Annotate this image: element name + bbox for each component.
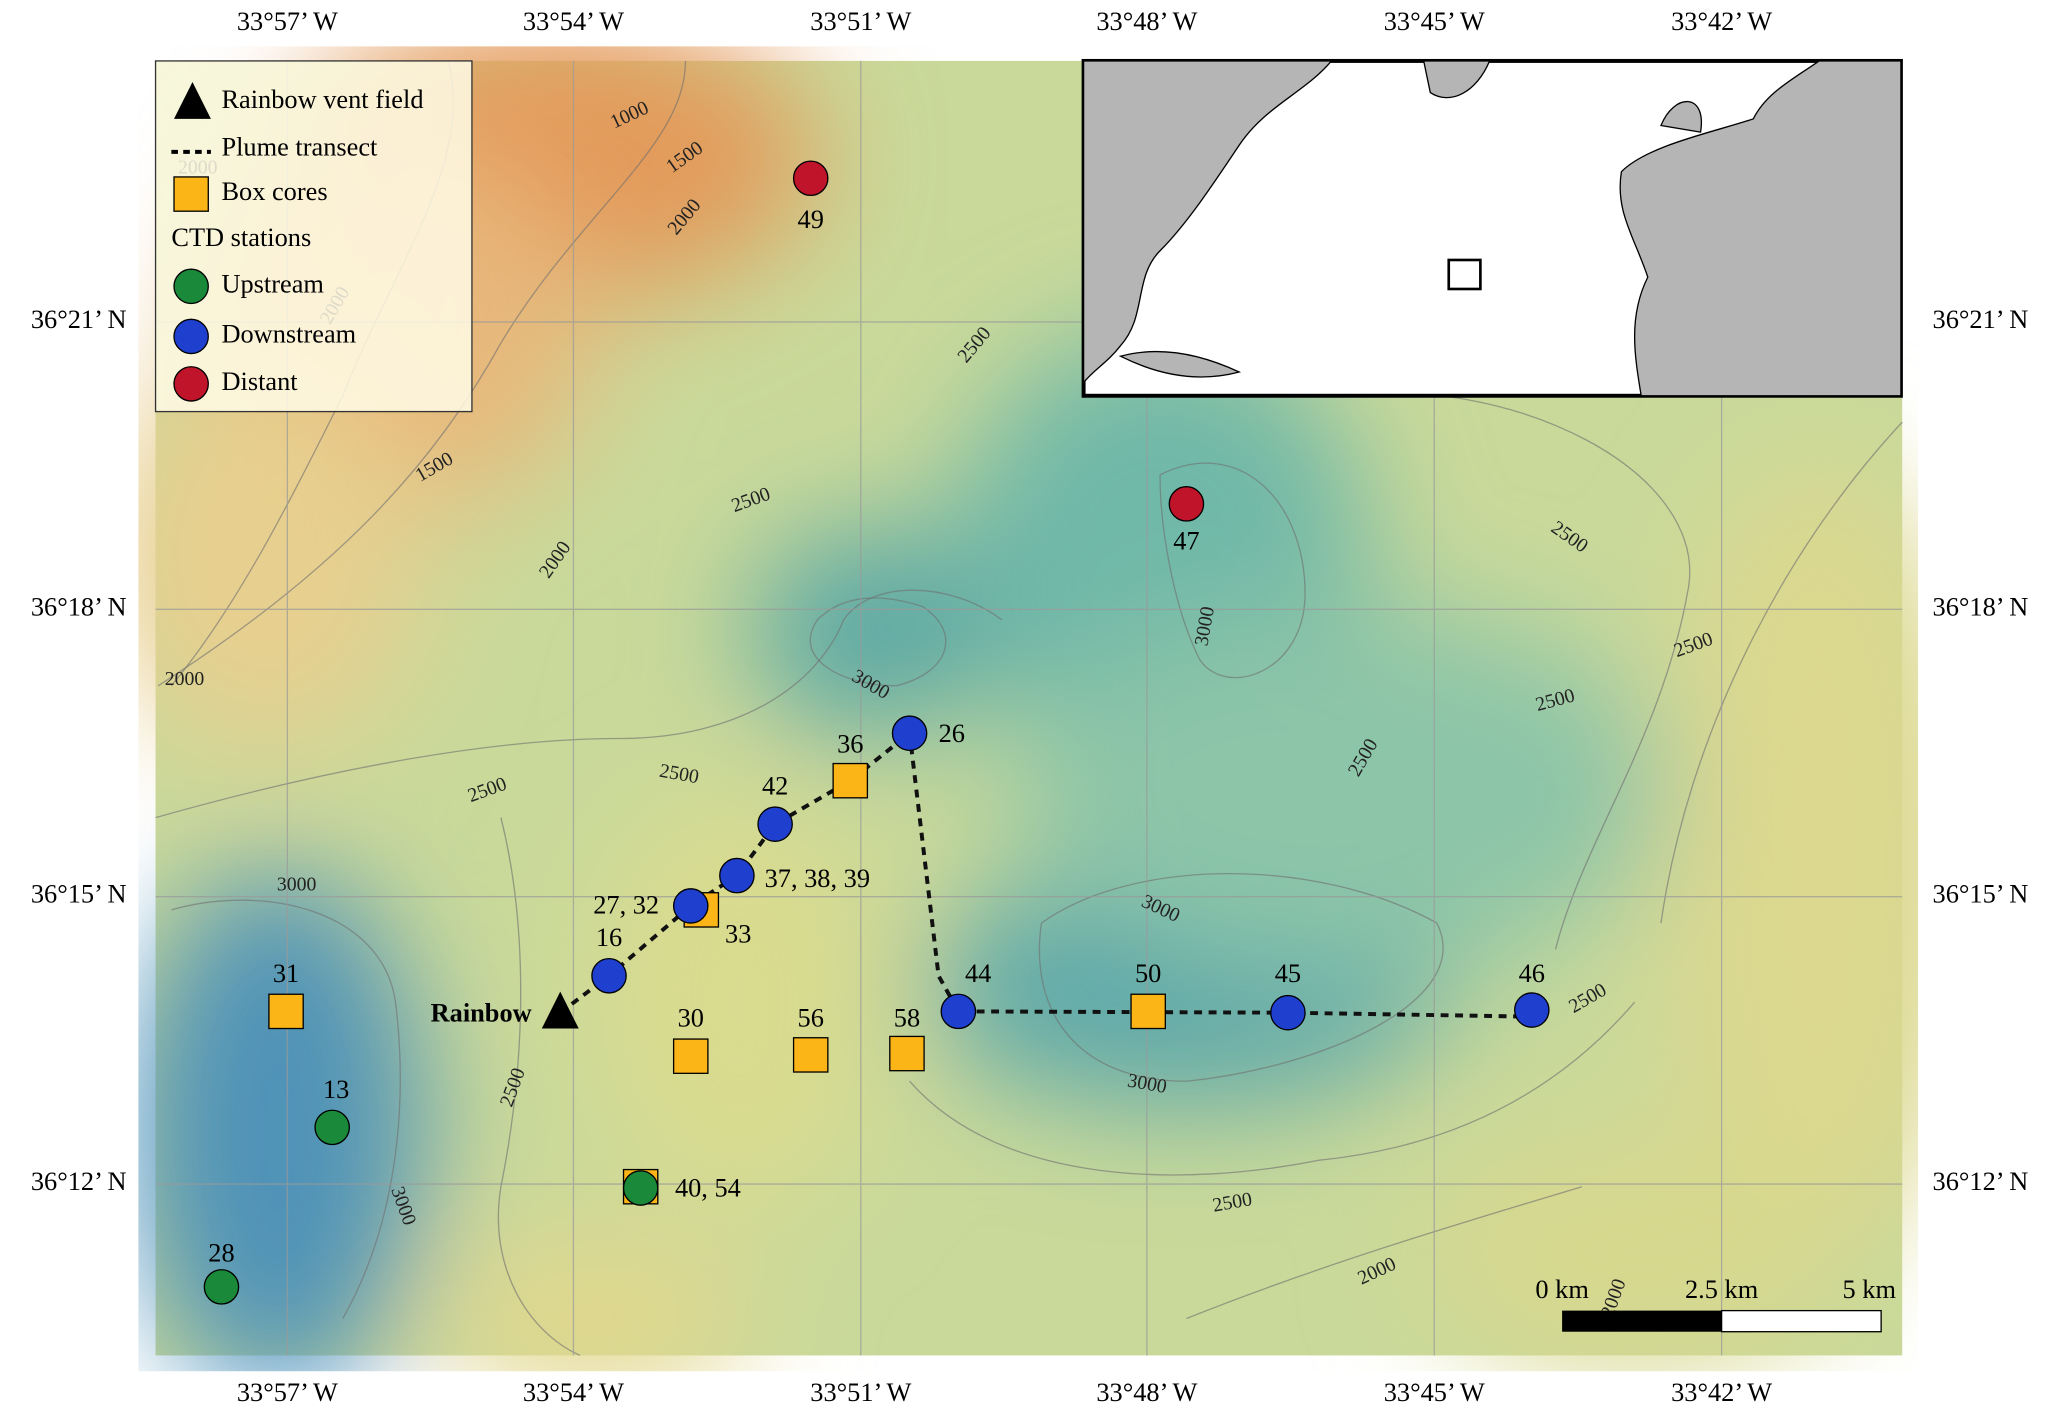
box-core-label: 56 bbox=[798, 1004, 824, 1033]
top-axis-label: 33°54’ W bbox=[523, 7, 624, 36]
legend-label: Plume transect bbox=[221, 132, 378, 161]
left-axis-label: 36°12’ N bbox=[31, 1167, 127, 1196]
legend-label: Rainbow vent field bbox=[221, 85, 423, 114]
left-axis-label: 36°15’ N bbox=[31, 880, 127, 909]
bottom-axis-label: 33°42’ W bbox=[1671, 1378, 1772, 1407]
right-axis-label: 36°12’ N bbox=[1933, 1167, 2029, 1196]
top-axis-label: 33°45’ W bbox=[1384, 7, 1485, 36]
top-axis-label: 33°42’ W bbox=[1671, 7, 1772, 36]
box-core-marker bbox=[792, 1037, 829, 1073]
bottom-axis-label: 33°45’ W bbox=[1384, 1378, 1485, 1407]
station-label: 42 bbox=[762, 772, 788, 801]
box-core-label: 30 bbox=[678, 1004, 704, 1033]
station-label: 37, 38, 39 bbox=[765, 864, 870, 893]
box-core-marker bbox=[268, 993, 304, 1030]
ctd-station bbox=[891, 715, 928, 752]
box-core-label: 33 bbox=[725, 919, 751, 948]
ctd-station bbox=[591, 957, 627, 994]
right-axis-label: 36°21’ N bbox=[1933, 305, 2029, 334]
box-core-marker bbox=[1130, 993, 1166, 1030]
right-axis-label: 36°18’ N bbox=[1933, 592, 2029, 621]
ctd-station bbox=[314, 1109, 350, 1146]
inset-map bbox=[1081, 58, 1903, 398]
box-core-label: 50 bbox=[1135, 959, 1161, 988]
station-label: 26 bbox=[939, 719, 965, 748]
ctd-station bbox=[757, 806, 793, 842]
station-label: 45 bbox=[1275, 959, 1301, 988]
top-axis-label: 33°51’ W bbox=[810, 7, 911, 36]
box-core-marker bbox=[832, 762, 869, 799]
top-axis-label: 33°48’ W bbox=[1096, 7, 1197, 36]
station-label: 49 bbox=[798, 205, 824, 234]
axis-labels: 33°57’ W 33°57’ W 33°54’ W 33°54’ W 33°51’ W… bbox=[31, 7, 2028, 1407]
box-core-label: 31 bbox=[273, 959, 299, 988]
station-label: 27, 32 bbox=[593, 890, 659, 919]
station-label: 40, 54 bbox=[675, 1174, 741, 1203]
station-label: 16 bbox=[596, 923, 622, 952]
contour-label: 3000 bbox=[277, 874, 317, 896]
ctd-station bbox=[940, 993, 977, 1030]
ctd-station bbox=[622, 1170, 659, 1206]
ctd-station bbox=[792, 160, 829, 197]
legend-label: Distant bbox=[221, 367, 298, 396]
left-axis-label: 36°18’ N bbox=[31, 592, 127, 621]
contour-label: 2000 bbox=[165, 668, 205, 690]
legend-label: Upstream bbox=[221, 269, 324, 298]
ctd-station bbox=[1513, 992, 1550, 1028]
bottom-axis-label: 33°54’ W bbox=[523, 1378, 624, 1407]
legend: Rainbow vent field Plume transect Box core… bbox=[154, 60, 473, 413]
ctd-station bbox=[672, 888, 709, 924]
bottom-axis-label: 33°51’ W bbox=[810, 1378, 911, 1407]
station-label: 47 bbox=[1173, 526, 1199, 555]
legend-label: Box cores bbox=[221, 177, 327, 206]
station-label: 13 bbox=[323, 1075, 349, 1104]
box-core-marker bbox=[889, 1035, 925, 1072]
box-core-label: 36 bbox=[837, 729, 863, 758]
scale-bar: 0 km 2.5 km 5 km bbox=[1535, 1275, 1897, 1333]
station-label: 46 bbox=[1519, 959, 1545, 988]
right-axis-label: 36°15’ N bbox=[1933, 880, 2029, 909]
box-core-marker bbox=[672, 1038, 709, 1074]
station-label: 44 bbox=[965, 959, 991, 988]
legend-label: Downstream bbox=[221, 319, 356, 348]
scale-label: 5 km bbox=[1843, 1275, 1897, 1304]
top-axis-label: 33°57’ W bbox=[237, 7, 338, 36]
ctd-station bbox=[719, 857, 755, 894]
vent-marker bbox=[541, 991, 579, 1029]
bottom-axis-label: 33°57’ W bbox=[237, 1378, 338, 1407]
scale-label: 2.5 km bbox=[1685, 1275, 1759, 1304]
plume-transect bbox=[559, 729, 1532, 1019]
ctd-station bbox=[1168, 486, 1205, 522]
ctd-station bbox=[203, 1269, 240, 1305]
left-axis-label: 36°21’ N bbox=[31, 305, 127, 334]
bottom-axis-label: 33°48’ W bbox=[1096, 1378, 1197, 1407]
station-label: 28 bbox=[208, 1238, 234, 1267]
scale-label: 0 km bbox=[1535, 1275, 1589, 1304]
ctd-station bbox=[1270, 994, 1306, 1031]
box-core-label: 58 bbox=[894, 1004, 920, 1033]
legend-label: CTD stations bbox=[171, 223, 311, 252]
vent-label: Rainbow bbox=[431, 998, 532, 1027]
stations: 36 33 31 30 56 58 50 49 47 26 42 37, 38, 39 27, 32 16… bbox=[203, 160, 1550, 1305]
